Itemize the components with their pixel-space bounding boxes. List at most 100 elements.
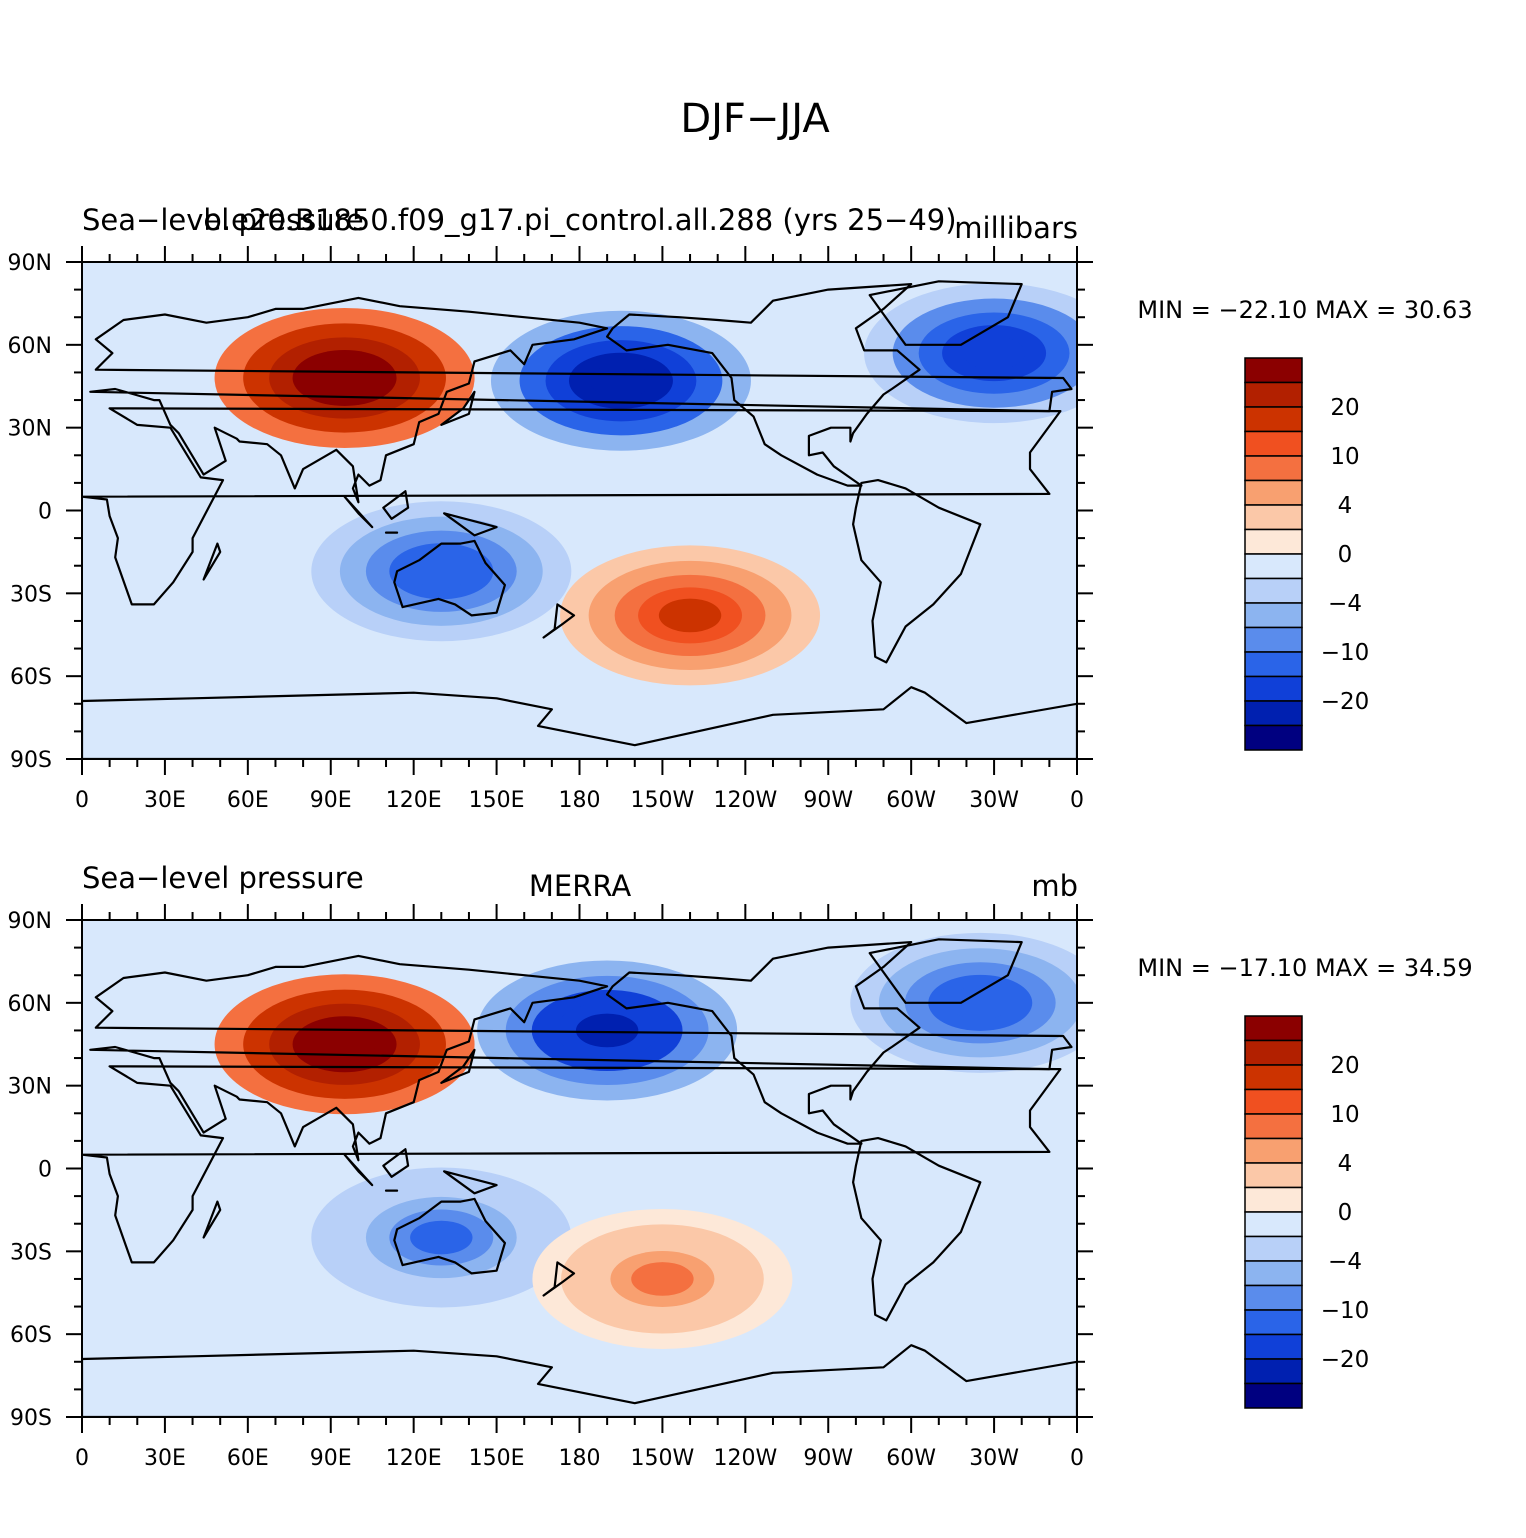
colorbar-segment <box>1244 1113 1303 1140</box>
lon-tick-label: 30W <box>969 1446 1019 1471</box>
coastline <box>343 1153 374 1187</box>
panel-model-colorbar: 20 10 4 0 −4 −10 −20 <box>1244 357 1370 751</box>
colorbar-label: 0 <box>1338 1200 1353 1226</box>
colorbar-label: −20 <box>1321 1347 1370 1373</box>
lat-tick-label: 30N <box>8 417 52 442</box>
coastline <box>852 1137 982 1322</box>
panel-merra: Sea−level pressure MERRA mb MIN = −17.10… <box>8 861 1473 1471</box>
lon-tick-label: 30E <box>144 788 186 813</box>
colorbar-segment <box>1244 1088 1303 1115</box>
coastline <box>868 280 1023 346</box>
colorbar-segment <box>1244 406 1303 433</box>
lon-tick-label: 150W <box>631 1446 695 1471</box>
lon-tick-label: 120W <box>713 788 777 813</box>
coastline <box>606 283 921 487</box>
coastline <box>343 495 374 529</box>
lat-tick-label: 30S <box>10 1240 52 1265</box>
contour-australian-low <box>410 554 473 589</box>
coastline <box>382 1148 410 1178</box>
lat-tick-label: 90S <box>10 748 52 773</box>
colorbar-label: −4 <box>1328 1249 1362 1275</box>
lon-tick-label: 90W <box>803 1446 853 1471</box>
colorbar-segment <box>1244 479 1303 506</box>
lon-tick-label: 120W <box>713 1446 777 1471</box>
colorbar-segment <box>1244 1284 1303 1311</box>
colorbar-segment <box>1244 602 1303 629</box>
colorbar-segment <box>1244 1039 1303 1066</box>
panel-model-units-label: millibars <box>954 211 1078 245</box>
colorbar-segment <box>1244 1382 1303 1409</box>
colorbar-label: 4 <box>1338 493 1353 519</box>
colorbar-segment <box>1244 381 1303 408</box>
colorbar-segment <box>1244 626 1303 653</box>
colorbar-segment <box>1244 724 1303 751</box>
lat-tick-label: 30S <box>10 582 52 607</box>
contour-siberian-high <box>313 1027 376 1062</box>
panel-merra-min-max: MIN = −17.10 MAX = 34.59 <box>1137 954 1472 982</box>
contour-siberian-high <box>313 361 376 395</box>
lon-tick-label: 150E <box>469 1446 525 1471</box>
contour-south-pacific-high <box>658 598 722 633</box>
lon-tick-label: 180 <box>559 1446 601 1471</box>
panel-merra-colorbar: 20 10 4 0 −4 −10 −20 <box>1244 1015 1370 1409</box>
colorbar-segment <box>1244 1235 1303 1262</box>
lat-tick-label: 0 <box>38 500 52 525</box>
colorbar-label: 4 <box>1338 1151 1353 1177</box>
lon-tick-label: 90E <box>310 788 352 813</box>
panel-merra-variable-label: Sea−level pressure <box>82 861 364 895</box>
panel-model-min-max: MIN = −22.10 MAX = 30.63 <box>1137 296 1472 324</box>
coastline <box>542 1261 576 1297</box>
colorbar-label: 10 <box>1330 1102 1359 1128</box>
lon-tick-label: 90E <box>310 1446 352 1471</box>
coastline <box>202 1200 222 1239</box>
lon-tick-label: 150E <box>469 788 525 813</box>
coastline <box>393 539 506 617</box>
panel-merra-map <box>82 920 1077 1417</box>
colorbar-segment <box>1244 1260 1303 1287</box>
colorbar-segment <box>1244 1162 1303 1189</box>
lat-tick-label: 60N <box>8 992 52 1017</box>
panel-model-map <box>82 262 1077 759</box>
contour-australian-low <box>410 1220 473 1255</box>
lon-tick-label: 180 <box>559 788 601 813</box>
colorbar-segment <box>1244 553 1303 580</box>
coastline <box>440 390 476 426</box>
panel-model-axes: 90N 60N 30N 0 30S 60S 90S 0 30E 60E 90E 120E 150E 180… <box>8 246 1093 813</box>
lon-tick-label: 0 <box>1070 788 1084 813</box>
colorbar-segment <box>1244 430 1303 457</box>
colorbar-segment <box>1244 1186 1303 1213</box>
colorbar-segment <box>1244 357 1303 384</box>
figure-title: DJF−JJA <box>680 96 830 142</box>
lat-tick-label: 90S <box>10 1406 52 1431</box>
colorbar-label: −10 <box>1321 640 1370 666</box>
panel-model-case-label: b.e20.B1850.f09_g17.pi_control.all.288 (… <box>203 203 956 237</box>
lon-tick-label: 150W <box>631 788 695 813</box>
contour-south-pacific-high <box>631 1262 694 1296</box>
colorbar-label: 10 <box>1330 444 1359 470</box>
lat-tick-label: 60N <box>8 334 52 359</box>
coastline <box>443 1170 498 1195</box>
panel-merra-case-label: MERRA <box>529 869 631 903</box>
contour-aleutian-low <box>589 363 653 398</box>
lon-tick-label: 90W <box>803 788 853 813</box>
colorbar-label: 20 <box>1330 1053 1359 1079</box>
colorbar-segment <box>1244 455 1303 482</box>
colorbar-label: 0 <box>1338 542 1353 568</box>
panel-merra-axes: 90N 60N 30N 0 30S 60S 90S 0 30E 60E 90E 120E 150E 180… <box>8 904 1093 1471</box>
coastline <box>89 954 1073 1162</box>
coastline <box>202 542 222 581</box>
contour-icelandic-low <box>962 336 1026 370</box>
lon-tick-label: 60W <box>886 788 936 813</box>
lon-tick-label: 60E <box>227 788 269 813</box>
coastline <box>82 1344 1077 1417</box>
colorbar-segment <box>1244 1309 1303 1336</box>
lat-tick-label: 90N <box>8 251 52 276</box>
colorbar-segment <box>1244 1211 1303 1238</box>
coastline <box>82 1065 1062 1264</box>
lon-tick-label: 0 <box>75 1446 89 1471</box>
lat-tick-label: 90N <box>8 909 52 934</box>
colorbar-segment <box>1244 1333 1303 1360</box>
panel-merra-units-label: mb <box>1031 869 1078 903</box>
panel-model: Sea−level pressure b.e20.B1850.f09_g17.p… <box>8 203 1473 813</box>
